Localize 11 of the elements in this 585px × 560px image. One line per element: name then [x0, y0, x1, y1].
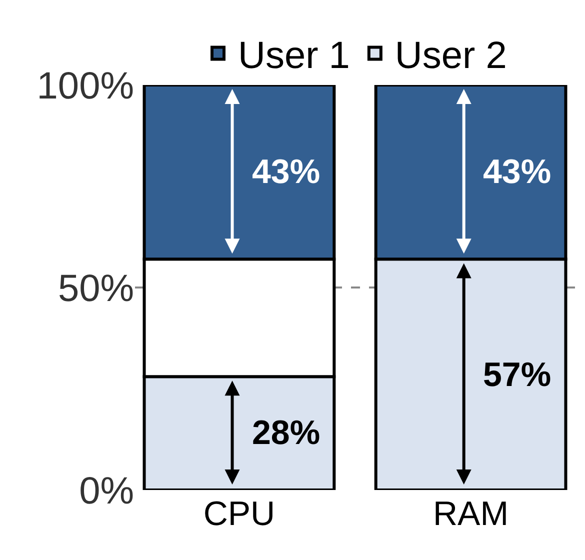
data-label: 43% [483, 153, 552, 191]
y-tick-label: 100% [36, 65, 134, 108]
x-tick-label: RAM [433, 495, 509, 533]
data-label: 28% [252, 414, 320, 452]
y-tick-label: 50% [58, 268, 134, 310]
y-tick-label: 0% [79, 470, 134, 512]
x-tick-label: CPU [203, 495, 276, 533]
legend-label: User 1 [238, 35, 350, 78]
legend-label: User 2 [394, 35, 507, 78]
data-label: 43% [252, 153, 320, 191]
data-label: 57% [483, 356, 552, 394]
